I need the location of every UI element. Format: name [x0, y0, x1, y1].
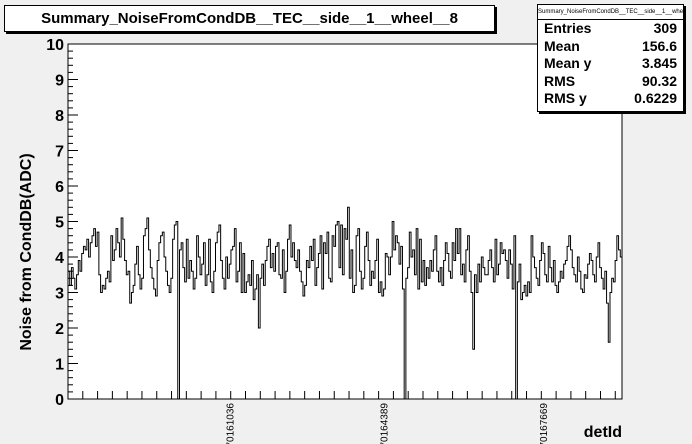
stat-row-entries: Entries 309 [538, 20, 683, 38]
x-axis-label: detId [584, 424, 622, 441]
stat-label: RMS [544, 72, 576, 89]
y-tick-label: 6 [55, 179, 64, 196]
stat-label: Mean [544, 37, 580, 54]
y-tick-label: 2 [55, 321, 64, 338]
stat-label: Mean y [544, 55, 592, 71]
y-tick-label: 4 [55, 250, 64, 267]
stat-row-rms-y: RMS y 0.6229 [538, 90, 683, 108]
stat-value: 309 [653, 20, 677, 36]
x-tick-label: 470167669 [539, 403, 550, 444]
y-tick-label: 8 [55, 108, 64, 125]
stat-label: RMS y [544, 90, 587, 106]
stats-box: Summary_NoiseFromCondDB__TEC__side__1__w… [537, 4, 684, 112]
stats-title: Summary_NoiseFromCondDB__TEC__side__1__w… [538, 5, 683, 20]
stat-label: Entries [544, 20, 592, 36]
y-axis: 0 1 2 3 4 5 6 7 8 9 10 [46, 37, 78, 409]
stat-value: 156.6 [641, 37, 677, 54]
chart-title: Summary_NoiseFromCondDB__TEC__side__1__w… [4, 5, 495, 32]
stat-value: 3.845 [641, 55, 677, 71]
stat-row-mean-y: Mean y 3.845 [538, 55, 683, 73]
stat-row-mean: Mean 156.6 [538, 38, 683, 56]
stat-value: 90.32 [641, 72, 677, 89]
y-tick-label: 3 [55, 286, 64, 303]
x-tick-label: 470161036 [225, 403, 236, 444]
y-tick-label: 1 [55, 357, 64, 374]
y-tick-label: 5 [55, 215, 64, 232]
stat-value: 0.6229 [634, 90, 677, 106]
noise-series-line [68, 206, 622, 400]
y-tick-label: 10 [46, 37, 64, 54]
y-tick-label: 9 [55, 73, 64, 90]
stat-row-rms: RMS 90.32 [538, 73, 683, 91]
x-tick-label: 470164389 [380, 403, 391, 444]
y-axis-label: Noise from CondDB(ADC) [18, 153, 35, 350]
plot-frame [67, 43, 623, 400]
y-tick-label: 0 [55, 392, 64, 409]
x-axis: 470161036 470164389 470167669 [67, 391, 616, 444]
y-tick-label: 7 [55, 144, 64, 161]
